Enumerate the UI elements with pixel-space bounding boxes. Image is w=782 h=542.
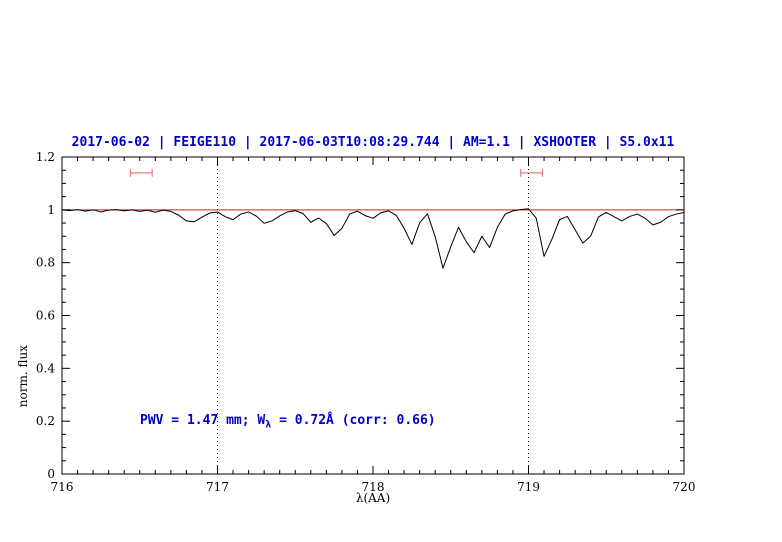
- x-tick-label: 719: [517, 480, 540, 494]
- y-tick-label: 0.6: [36, 309, 55, 323]
- x-tick-label: 720: [673, 480, 696, 494]
- pwv-annotation-lambda-sub: λ: [265, 419, 272, 431]
- interval-marker: [520, 168, 544, 177]
- y-tick-label: 0.8: [36, 256, 55, 270]
- y-tick-label: 0.4: [36, 361, 55, 375]
- y-axis-label: norm. flux: [16, 345, 30, 408]
- pwv-annotation-suffix: = 0.72Å (corr: 0.66): [271, 413, 436, 428]
- y-tick-label: 1.2: [36, 150, 55, 164]
- y-tick-label: 0.2: [36, 414, 55, 428]
- y-tick-label: 1: [47, 203, 55, 217]
- spectrum-line: [61, 208, 685, 269]
- x-tick-label: 717: [206, 480, 229, 494]
- x-tick-label: 718: [362, 480, 385, 494]
- pwv-annotation-prefix: PWV = 1.47 mm; W: [140, 413, 266, 428]
- axis-ticks: [61, 156, 685, 475]
- interval-marker: [129, 168, 153, 177]
- x-axis-label: λ(AA): [355, 491, 391, 505]
- y-tick-label: 0: [47, 467, 55, 481]
- plot-title: 2017-06-02 | FEIGE110 | 2017-06-03T10:08…: [71, 135, 675, 150]
- tick-labels: 716 717 718 719 720 0 0.2 0.4 0.6 0.8 1 1.2: [36, 150, 696, 494]
- pwv-annotation: PWV = 1.47 mm; Wλ = 0.72Å (corr: 0.66): [140, 413, 436, 431]
- x-tick-label: 716: [51, 480, 74, 494]
- telluric-interval-markers: [129, 168, 544, 177]
